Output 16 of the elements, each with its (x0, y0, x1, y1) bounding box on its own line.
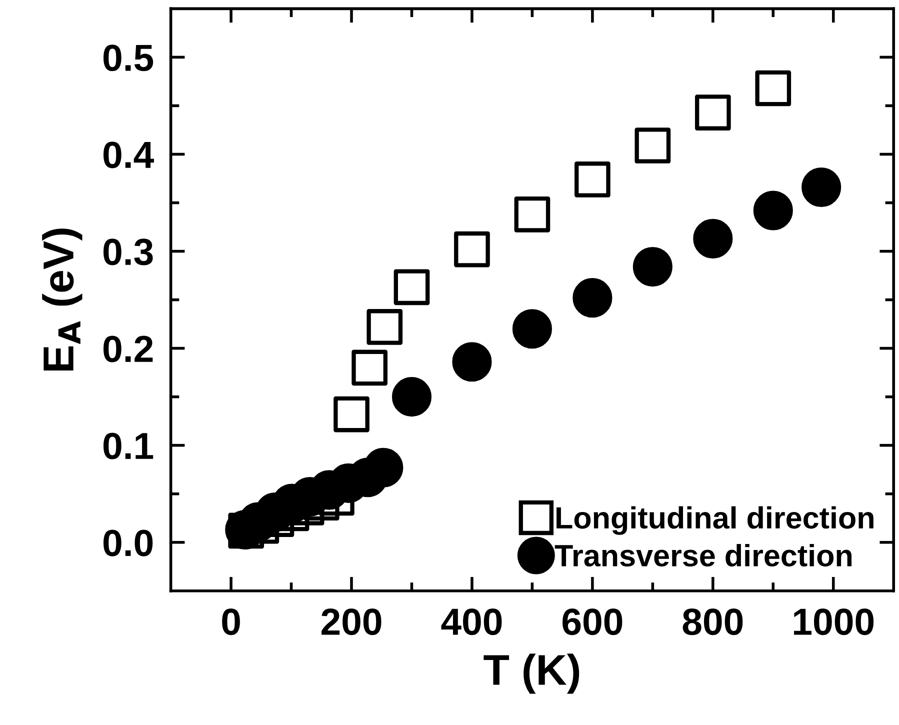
y-tick-label: 0.4 (104, 142, 154, 168)
y-tick-label: 0.3 (104, 238, 153, 266)
y-tick-label: 0.2 (104, 336, 153, 362)
x-tick-label: 200 (322, 608, 382, 636)
x-tick-label: 800 (682, 608, 743, 636)
x-tick-label: 1000 (794, 608, 874, 636)
x-tick-label: 0 (222, 608, 240, 636)
y-tick-label: 0.5 (104, 44, 154, 72)
x-tick-label: 400 (441, 608, 502, 636)
legend-label: Longitudinal direction (556, 506, 874, 535)
y-tick-label: 0.1 (104, 432, 154, 460)
x-tick-label: 600 (562, 608, 622, 636)
x-axis-title: T (K) (484, 654, 580, 694)
y-tick-label: 0.0 (104, 530, 153, 556)
y-axis-title: E$_{A}$ (eV) (42, 228, 82, 371)
legend-label: Transverse direction (554, 544, 852, 566)
